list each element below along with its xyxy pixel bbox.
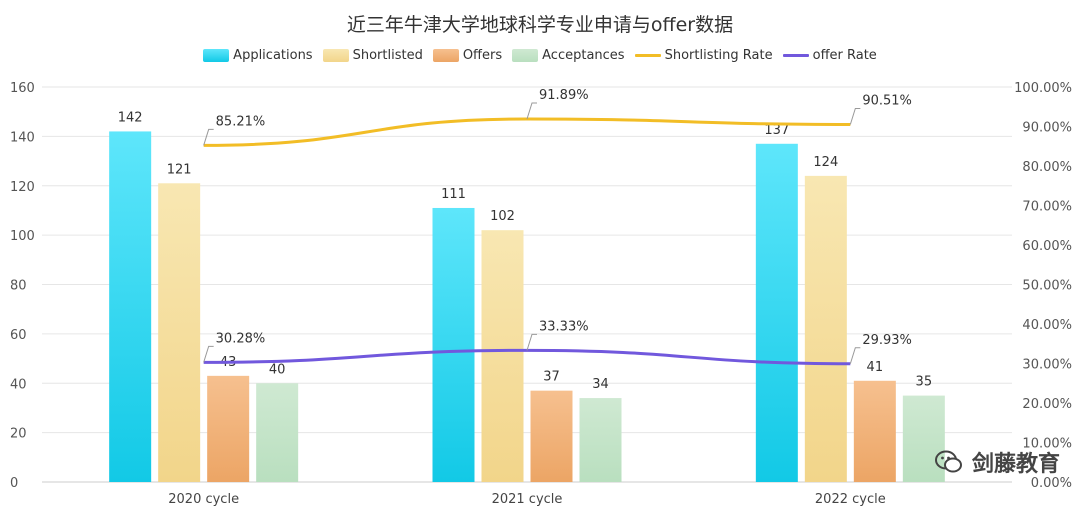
y-left-tick-label: 60 [10, 328, 27, 343]
legend-swatch-applications [203, 49, 230, 62]
bar-shortlisted [481, 230, 524, 482]
y-right-tick-label: 100.00% [1014, 81, 1072, 96]
y-right-tick-label: 10.00% [1022, 437, 1072, 452]
label-leader-offer-rate [203, 345, 214, 363]
y-left-tick-label: 120 [10, 180, 35, 195]
legend-label-shortlisting-rate: Shortlisting Rate [664, 48, 773, 63]
data-label-offer-rate: 29.93% [862, 333, 912, 348]
legend-swatch-acceptances [512, 49, 539, 62]
data-label-shortlisting-rate: 91.89% [539, 88, 589, 103]
y-left-tick-label: 140 [10, 130, 35, 145]
chart-title: 近三年牛津大学地球科学专业申请与offer数据 [346, 14, 734, 36]
legend: Applications Shortlisted Offers Acceptan… [0, 48, 1080, 63]
legend-swatch-offer-rate [782, 54, 809, 57]
bar-applications [755, 143, 798, 482]
y-right-tick-label: 40.00% [1022, 318, 1072, 333]
y-right-tick-label: 0.00% [1031, 476, 1072, 491]
watermark-label: 剑藤教育 [971, 452, 1060, 477]
legend-label-shortlisted: Shortlisted [352, 48, 423, 63]
data-label-applications: 111 [441, 187, 466, 202]
label-leader-offer-rate [526, 333, 537, 351]
wechat-icon [934, 450, 962, 473]
data-label-offers: 41 [867, 360, 884, 375]
label-leader-shortlisting-rate [203, 128, 214, 146]
bar-applications [432, 207, 475, 482]
x-tick-label: 2022 cycle [815, 492, 886, 507]
label-leader-shortlisting-rate [849, 107, 861, 125]
bar-acceptances [579, 398, 622, 482]
legend-swatch-offers [432, 49, 459, 62]
bar-offers [853, 380, 896, 482]
legend-swatch-shortlisting-rate [634, 54, 661, 57]
y-right-tick-label: 50.00% [1022, 279, 1072, 294]
legend-label-offers: Offers [462, 48, 503, 63]
line-offer-rate [203, 348, 851, 366]
legend-label-applications: Applications [233, 48, 313, 63]
x-tick-label: 2020 cycle [168, 492, 239, 507]
data-label-shortlisted: 121 [167, 162, 192, 177]
legend-item-shortlisted[interactable]: Shortlisted [322, 48, 423, 63]
legend-item-acceptances[interactable]: Acceptances [512, 48, 625, 63]
y-right-tick-label: 90.00% [1022, 121, 1072, 136]
legend-item-applications[interactable]: Applications [203, 48, 313, 63]
bar-offers [207, 375, 250, 482]
label-leader-shortlisting-rate [526, 102, 537, 120]
y-right-tick-label: 70.00% [1022, 200, 1072, 215]
legend-item-offers[interactable]: Offers [432, 48, 503, 63]
data-label-applications: 137 [764, 123, 789, 138]
bar-acceptances [902, 395, 945, 482]
legend-swatch-shortlisted [322, 49, 349, 62]
data-label-acceptances: 34 [592, 377, 609, 392]
legend-item-shortlisting-rate[interactable]: Shortlisting Rate [634, 48, 773, 63]
y-left-tick-label: 160 [10, 81, 35, 96]
data-label-offer-rate: 30.28% [216, 331, 266, 346]
bar-shortlisted [158, 183, 201, 482]
data-label-applications: 142 [118, 110, 143, 125]
bar-shortlisted [804, 175, 847, 482]
data-label-offers: 37 [543, 370, 560, 385]
data-label-acceptances: 35 [916, 375, 933, 390]
y-left-tick-label: 0 [10, 476, 18, 491]
y-right-tick-label: 60.00% [1022, 239, 1072, 254]
y-left-tick-label: 100 [10, 229, 35, 244]
data-label-offer-rate: 33.33% [539, 319, 589, 334]
data-label-shortlisting-rate: 85.21% [216, 114, 266, 129]
y-right-tick-label: 80.00% [1022, 160, 1072, 175]
bar-acceptances [256, 383, 299, 482]
bar-offers [530, 390, 573, 482]
y-right-tick-label: 30.00% [1022, 358, 1072, 373]
bar-applications [109, 131, 152, 482]
y-left-tick-label: 20 [10, 427, 27, 442]
label-leader-offer-rate [849, 347, 861, 364]
y-left-tick-label: 80 [10, 279, 27, 294]
x-tick-label: 2021 cycle [492, 492, 563, 507]
legend-item-offer-rate[interactable]: offer Rate [782, 48, 877, 63]
watermark: 剑藤教育 [934, 446, 1060, 478]
legend-label-offer-rate: offer Rate [812, 48, 877, 63]
y-right-tick-label: 20.00% [1022, 397, 1072, 412]
y-left-tick-label: 40 [10, 377, 27, 392]
legend-label-acceptances: Acceptances [542, 48, 625, 63]
data-label-shortlisted: 102 [490, 209, 515, 224]
line-shortlisting-rate [203, 117, 851, 147]
data-label-shortlisted: 124 [813, 155, 838, 170]
data-label-shortlisting-rate: 90.51% [862, 93, 912, 108]
data-label-acceptances: 40 [269, 362, 286, 377]
